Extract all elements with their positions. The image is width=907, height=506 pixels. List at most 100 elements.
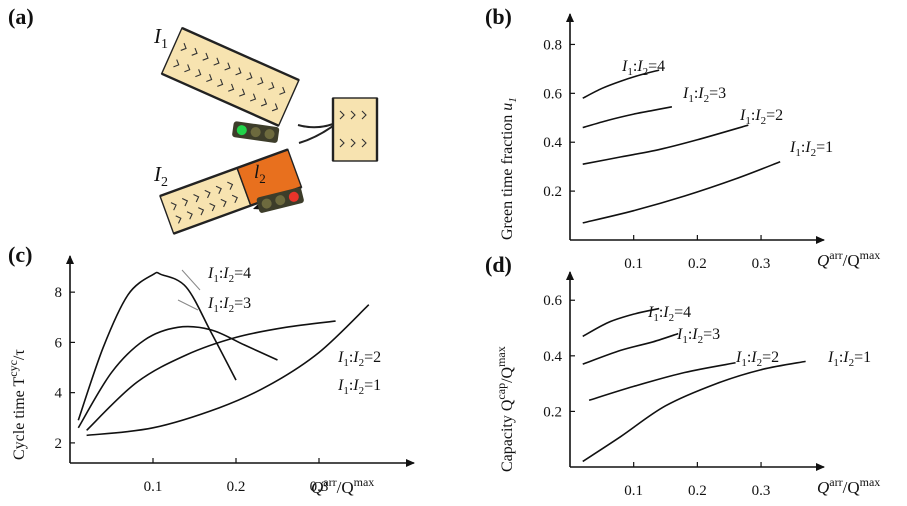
x-tick-label: 0.2	[688, 256, 707, 272]
series-line	[582, 360, 806, 463]
chevron-arrow-icon	[175, 215, 182, 224]
merge-line-upper	[297, 123, 334, 129]
chevron-arrow-icon	[191, 47, 198, 56]
x-tick-label: 0.3	[752, 483, 771, 499]
chevron-arrow-icon	[268, 81, 275, 90]
chevron-arrow-icon	[350, 138, 356, 148]
chevron-arrow-icon	[361, 110, 367, 120]
chevron-arrow-icon	[193, 193, 200, 203]
y-tick-label: 0.4	[543, 135, 562, 151]
signal-lamp-icon	[261, 198, 272, 209]
signal-lamp-icon	[275, 195, 286, 206]
series-line	[582, 161, 781, 224]
series-label: I1:I2=2	[735, 349, 779, 369]
panel-label-b: (b)	[485, 4, 512, 29]
chevron-arrow-icon	[257, 77, 264, 86]
chevron-arrow-icon	[184, 64, 191, 73]
x-tick-label: 0.1	[144, 479, 163, 495]
chevron-arrow-icon	[279, 86, 286, 95]
outgoing-road-body	[332, 97, 378, 162]
panel-label-a: (a)	[8, 4, 34, 29]
chevron-arrow-icon	[339, 110, 345, 120]
chevron-arrow-icon	[239, 88, 246, 97]
green-light-icon	[236, 125, 247, 136]
chevron-arrow-icon	[249, 93, 257, 102]
series-line	[582, 307, 660, 338]
traffic-signal-i1	[232, 121, 280, 143]
road-i2-chevrons	[170, 181, 238, 224]
series-label: I1:I2=2	[739, 107, 783, 127]
y-tick-label: 2	[55, 436, 63, 452]
y-tick-label: 0.2	[543, 404, 562, 420]
leader-line	[181, 269, 201, 291]
chevron-arrow-icon	[339, 138, 345, 148]
chevron-arrow-icon	[215, 185, 222, 194]
x-tick-label: 0.3	[310, 479, 329, 495]
chevron-arrow-icon	[350, 110, 356, 120]
series-line	[86, 304, 370, 437]
chevron-arrow-icon	[220, 198, 227, 208]
x-tick-label: 0.2	[688, 483, 707, 499]
x-axis-label: Qarr/Qmax	[311, 475, 374, 497]
chevron-arrow-icon	[204, 189, 211, 199]
series-label: I1:I2=1	[337, 377, 381, 397]
chevron-arrow-icon	[224, 62, 231, 71]
merge-line-lower	[298, 125, 334, 144]
leader-line	[177, 299, 199, 311]
chevron-arrow-icon	[206, 74, 213, 83]
series-line	[582, 332, 679, 365]
chevron-arrow-icon	[195, 69, 202, 78]
chevron-arrow-icon	[209, 203, 216, 212]
y-tick-label: 0.4	[543, 349, 562, 365]
y-tick-label: 4	[55, 386, 63, 402]
y-tick-label: 0.8	[543, 37, 562, 53]
x-tick-label: 0.3	[752, 256, 771, 272]
chart-b: 0.1 0.2 0.3 0.2 0.4 0.6 0.8 I1:I2=4 I1:I2=3 I1:I2…	[499, 13, 880, 272]
chart-c: 0.1 0.2 0.3 2 4 6 8 I1:I2=4 I1:I2=3 I1:I2=2 I1:I2=…	[6, 255, 415, 497]
road-i2-body	[159, 167, 252, 235]
y-axis-label: Capacity Qcap/Qmax	[494, 346, 516, 472]
series-line	[582, 69, 660, 99]
outgoing-road-chevrons	[339, 110, 367, 148]
series-label: I1:I2=2	[337, 349, 381, 369]
chevron-arrow-icon	[231, 194, 238, 204]
series-label: I1:I2=3	[207, 295, 251, 315]
x-tick-label: 0.1	[624, 256, 643, 272]
road-i1	[160, 26, 300, 127]
y-tick-label: 0.6	[543, 293, 562, 309]
queue-length-label: l2	[254, 162, 266, 186]
chevron-arrow-icon	[271, 103, 279, 112]
chart-d: 0.1 0.2 0.3 0.2 0.4 0.6 I1:I2=4I1:I2=3 I1:I2=2 I…	[494, 271, 880, 499]
series-label: I1:I2=1	[827, 349, 871, 369]
y-tick-label: 0.6	[543, 86, 562, 102]
traffic-signal-i2	[256, 187, 304, 213]
y-tick-label: 0.2	[543, 184, 562, 200]
chevron-arrow-icon	[186, 211, 193, 220]
chevron-arrow-icon	[170, 202, 177, 211]
series-label: I1:I2=4	[207, 265, 251, 285]
y-axis-label: Cycle time Tcyc/τ	[6, 349, 28, 460]
series-label: I1:I2=3	[682, 85, 726, 105]
y-tick-label: 8	[55, 285, 63, 301]
red-light-icon	[288, 191, 299, 202]
chevron-arrow-icon	[202, 52, 209, 61]
x-tick-label: 0.1	[624, 483, 643, 499]
chevron-arrow-icon	[227, 181, 234, 190]
series-label: I1:I2=4	[647, 304, 691, 324]
series-label: I1:I2=1	[789, 139, 833, 159]
series-line	[588, 361, 736, 402]
signal-lamp-icon	[250, 127, 261, 138]
series-line	[86, 320, 336, 431]
signal-lamp-icon	[264, 129, 275, 140]
x-axis-label: Qarr/Qmax	[817, 248, 880, 270]
x-axis-label: Qarr/Qmax	[817, 475, 880, 497]
chevron-arrow-icon	[198, 207, 205, 216]
road-i1-chevrons	[173, 42, 286, 112]
panel-label-d: (d)	[485, 252, 512, 277]
chevron-arrow-icon	[361, 138, 367, 148]
series-line	[582, 105, 673, 129]
chevron-arrow-icon	[217, 78, 224, 87]
panel-label-c: (c)	[8, 242, 32, 267]
